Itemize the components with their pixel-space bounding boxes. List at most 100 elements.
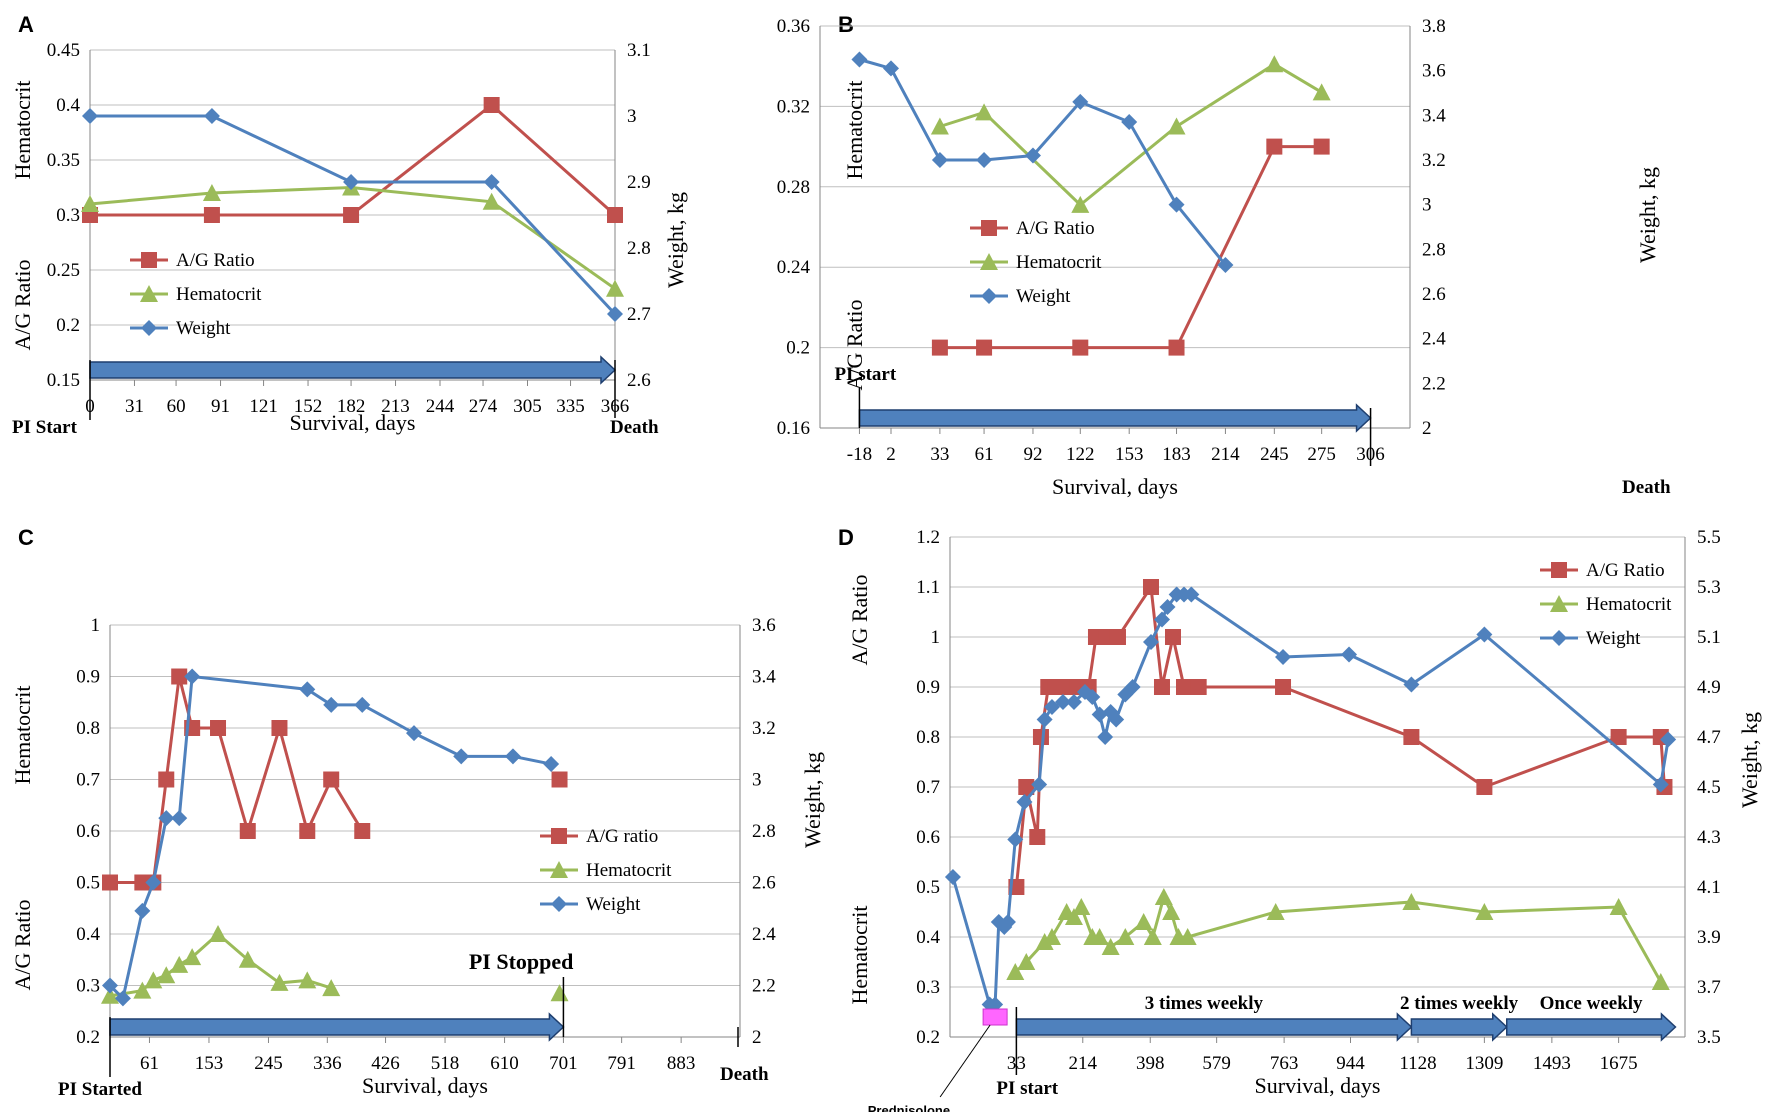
data-point	[134, 902, 151, 919]
y-left-tick-label: 0.6	[76, 821, 100, 842]
data-point	[944, 869, 961, 885]
data-point	[1164, 629, 1181, 645]
x-tick-label: 398	[1136, 1053, 1165, 1074]
data-point	[298, 971, 317, 989]
therapy-arrow	[1506, 1012, 1677, 1042]
y-left-title-top: Hematocrit	[842, 81, 867, 180]
x-tick-label: 153	[1115, 444, 1144, 465]
data-point	[239, 823, 256, 839]
x-tick-label: 91	[211, 396, 230, 417]
data-point	[1660, 731, 1677, 748]
series-line-hematocrit	[939, 62, 1323, 207]
stopped-annotation: PI Stopped	[469, 949, 574, 974]
data-point	[482, 192, 501, 210]
y-left-tick-label: 1	[91, 615, 101, 636]
data-point	[1072, 898, 1091, 915]
data-point	[975, 103, 994, 121]
data-point	[323, 771, 340, 788]
data-point	[114, 990, 131, 1007]
x-tick-label: 701	[549, 1053, 578, 1074]
y-left-tick-label: 0.36	[777, 16, 810, 37]
data-point	[343, 174, 360, 190]
data-point	[1610, 729, 1627, 745]
data-point	[1652, 776, 1669, 793]
y-right-tick-label: 2.4	[1422, 329, 1446, 350]
y-left-tick-label: 0.45	[47, 40, 80, 61]
data-point	[550, 984, 569, 1002]
arrow-label: Once weekly	[1540, 993, 1643, 1014]
panel-d: D 0.2 0.3 0.4 0.5 0.6 0.7 0.8 0.9 1 1.1 1.2 3.5 3.7 3.…	[838, 525, 1762, 1112]
y-left-tick-label: 0.32	[777, 96, 810, 117]
x-tick-label: 274	[469, 396, 498, 417]
data-point	[323, 696, 340, 713]
x-tick-label: 122	[1066, 444, 1095, 465]
data-point	[203, 108, 220, 124]
legend-marker	[1551, 562, 1567, 578]
data-point	[976, 152, 993, 168]
y-left-tick-label: 0.2	[916, 1027, 940, 1048]
x-tick-label: 1309	[1465, 1053, 1503, 1074]
prednisolone-marker	[982, 1008, 1008, 1026]
y-left-tick-label: 0.5	[916, 877, 940, 898]
x-tick-label: 305	[513, 396, 542, 417]
data-point	[158, 771, 175, 788]
data-point	[1476, 779, 1493, 795]
data-point	[851, 51, 868, 68]
y-left-title-bottom: A/G Ratio	[842, 299, 867, 390]
legend-label: Hematocrit	[176, 284, 262, 305]
data-point	[1043, 699, 1060, 715]
y-left-tick-label: 0.24	[777, 257, 811, 278]
data-point	[453, 748, 470, 765]
x-tick-label: 1493	[1533, 1053, 1571, 1074]
y-left-tick-label: 0.7	[76, 770, 100, 791]
data-point	[1402, 893, 1421, 910]
panel-label-c: C	[18, 525, 34, 550]
data-point	[1142, 579, 1159, 595]
legend-marker	[980, 253, 998, 270]
y-right-tick-label: 2	[1422, 418, 1432, 439]
data-point	[607, 207, 623, 223]
data-point	[101, 986, 119, 1004]
data-point	[931, 339, 948, 356]
data-point	[1029, 829, 1046, 845]
therapy-arrow	[89, 355, 617, 385]
data-point	[102, 874, 118, 891]
prednisolone-leader	[939, 1024, 991, 1098]
x-tick-label: 244	[426, 396, 455, 417]
y-right-tick-label: 2.8	[752, 821, 776, 842]
x-tick-label: 183	[1162, 444, 1191, 465]
panel-c: C 0.2 0.3 0.4 0.5 0.6 0.7 0.8 0.9 1 2 2.2 2.4 2.6 2.8 3…	[10, 525, 825, 1100]
data-point	[1006, 963, 1025, 980]
y-left-tick-label: 0.2	[56, 315, 80, 336]
y-right-tick-label: 2.6	[1422, 284, 1446, 305]
legend-label: A/G Ratio	[1586, 560, 1665, 581]
legend-marker	[140, 285, 158, 302]
data-point	[1313, 138, 1330, 155]
y-right-tick-label: 4.1	[1697, 877, 1721, 898]
data-point	[1341, 646, 1358, 663]
data-point	[1064, 908, 1083, 925]
start-annotation: PI start	[834, 364, 896, 385]
y-right-tick-label: 3	[752, 770, 762, 791]
y-right-tick-label: 2.2	[752, 976, 776, 997]
data-point	[1476, 626, 1493, 643]
x-tick-label: 426	[371, 1053, 400, 1074]
y-right-tick-label: 2.4	[752, 924, 776, 945]
y-right-tick-label: 2.7	[627, 304, 651, 325]
data-point	[322, 979, 341, 997]
data-point	[1153, 679, 1170, 695]
end-annotation: Death	[720, 1064, 769, 1085]
panel-label-b: B	[838, 12, 854, 37]
therapy-arrow	[109, 1012, 565, 1042]
data-point	[1090, 928, 1109, 945]
data-point	[1108, 711, 1125, 728]
data-point	[238, 950, 257, 968]
legend-label: Hematocrit	[1586, 594, 1672, 615]
y-right-tick-label: 4.9	[1697, 677, 1721, 698]
series-line-a-g-ratio	[939, 145, 1322, 350]
legend-marker	[1550, 595, 1568, 612]
legend-label: Weight	[176, 318, 231, 339]
data-point	[271, 720, 288, 736]
data-point	[607, 306, 623, 322]
panel-label-a: A	[18, 12, 34, 37]
